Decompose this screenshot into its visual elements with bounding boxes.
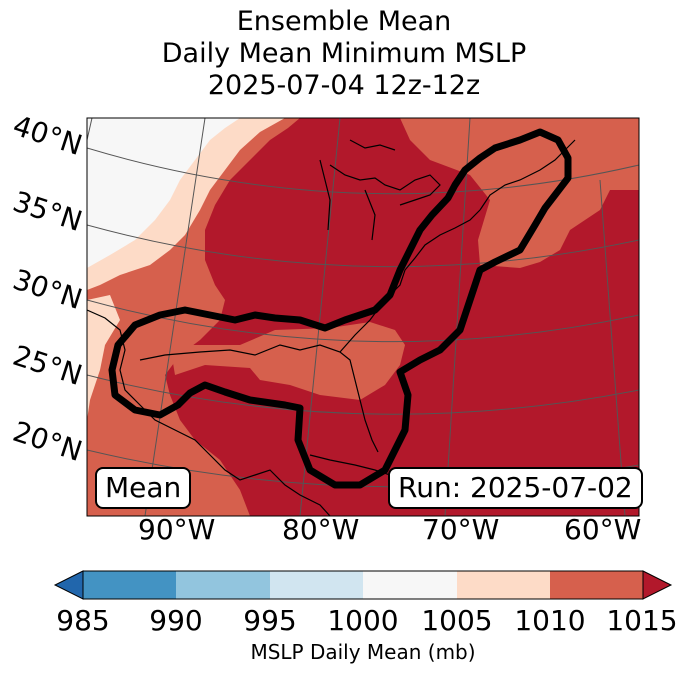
colorbar-tick-990: 990 xyxy=(149,604,203,637)
graticule xyxy=(87,118,639,516)
title-line-1: Ensemble Mean xyxy=(236,6,452,37)
colorbar-band-995-1000 xyxy=(270,571,363,599)
colorbar-band-1005-1010 xyxy=(457,571,550,599)
lon-label-60w: 60°W xyxy=(564,513,642,546)
colorbar-tick-1005: 1005 xyxy=(421,604,493,637)
colorbar-frame xyxy=(82,570,644,600)
colorbar-over-arrow xyxy=(642,570,673,600)
map-frame xyxy=(86,117,640,517)
field-1010-1015-northeast xyxy=(400,118,639,268)
colorbar-tick-1015: 1015 xyxy=(606,604,678,637)
title-line-2: Daily Mean Minimum MSLP xyxy=(161,38,527,69)
colorbar-tick-1000: 1000 xyxy=(327,604,399,637)
lon-label-80w: 80°W xyxy=(282,513,360,546)
lon-label-90w: 90°W xyxy=(138,513,216,546)
pressure-contour xyxy=(108,128,572,489)
mean-label-box: Mean xyxy=(95,467,192,509)
lon-label-70w: 70°W xyxy=(422,513,500,546)
field-1005-1010-strip xyxy=(87,295,120,420)
map-panel xyxy=(87,118,639,516)
field-1000-1005 xyxy=(87,118,240,268)
colorbar-band-985-990 xyxy=(83,571,176,599)
colorbar-tick-1010: 1010 xyxy=(514,604,586,637)
colorbar-under-arrow xyxy=(53,570,84,600)
run-date-box: Run: 2025-07-02 xyxy=(388,467,643,509)
coastlines xyxy=(87,139,576,516)
title-line-3: 2025-07-04 12z-12z xyxy=(207,70,481,101)
colorbar xyxy=(53,570,673,600)
colorbar-tick-985: 985 xyxy=(56,604,110,637)
colorbar-label: MSLP Daily Mean (mb) xyxy=(250,640,476,664)
colorbar-band-1010-1015 xyxy=(550,571,643,599)
colorbar-tick-995: 995 xyxy=(243,604,297,637)
colorbar-band-1000-1005 xyxy=(363,571,457,599)
colorbar-band-990-995 xyxy=(176,571,270,599)
field-1010-1015-gulf xyxy=(170,322,405,400)
